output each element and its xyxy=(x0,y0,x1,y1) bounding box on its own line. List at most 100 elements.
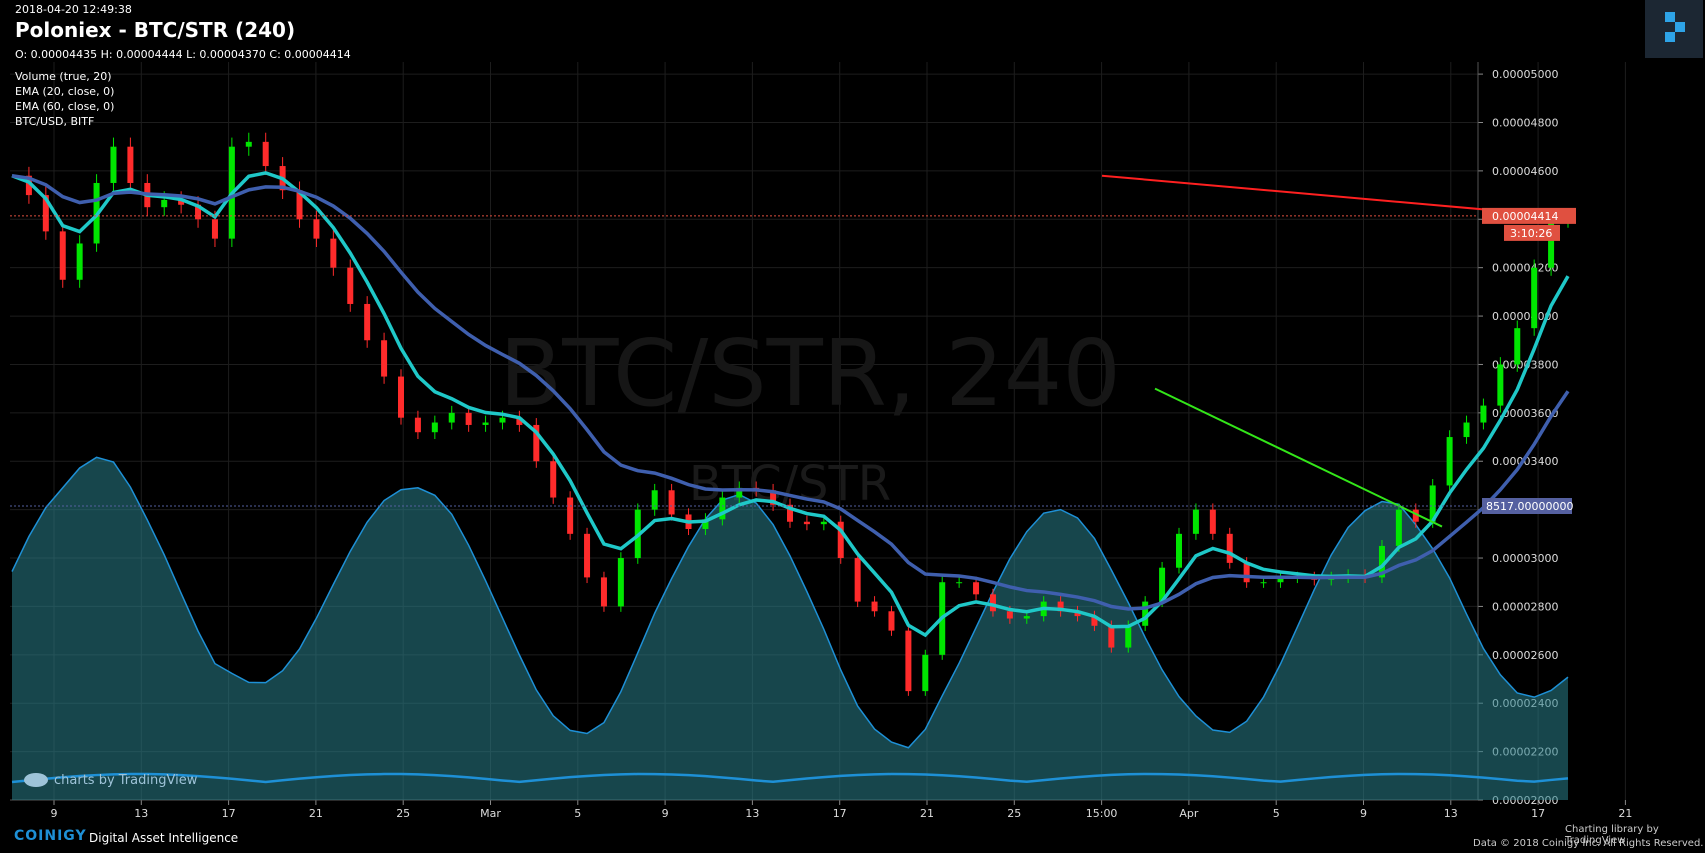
copyright-notice: Data © 2018 Coinigy Inc. All Rights Rese… xyxy=(1473,838,1703,849)
copyright-owner: Coinigy Inc. All Rights Reserved. xyxy=(1541,838,1704,849)
candle-body xyxy=(820,521,827,525)
candle-body xyxy=(1260,582,1267,584)
x-tick-label: 21 xyxy=(1618,807,1632,820)
candle-body xyxy=(651,490,658,510)
candle-body xyxy=(905,630,912,692)
charting-library-credit[interactable]: Charting library by TradingView xyxy=(1565,824,1705,846)
candle-body xyxy=(1463,422,1470,438)
candle-body xyxy=(465,412,472,425)
candle-body xyxy=(719,497,726,520)
x-tick-label: 17 xyxy=(222,807,236,820)
x-tick-label: 9 xyxy=(1360,807,1367,820)
ema20-line xyxy=(11,171,1570,638)
y-tick-label: 0.00002600 xyxy=(1492,649,1558,662)
x-tick-label: 9 xyxy=(662,807,669,820)
candle-body xyxy=(1548,219,1555,268)
cloud-icon xyxy=(24,773,48,787)
y-tick-label: 0.00005000 xyxy=(1492,68,1558,81)
x-tick-label: 13 xyxy=(134,807,148,820)
x-tick-label: 25 xyxy=(1007,807,1021,820)
y-tick-label: 0.00004600 xyxy=(1492,165,1558,178)
legend-ema20[interactable]: EMA (20, close, 0) xyxy=(15,85,115,98)
candle-body xyxy=(1057,601,1064,612)
y-tick-label: 0.00004800 xyxy=(1492,116,1558,129)
candle-body xyxy=(1429,485,1436,522)
candle-body xyxy=(1226,533,1233,563)
legend-ema60[interactable]: EMA (60, close, 0) xyxy=(15,100,115,113)
candle-body xyxy=(296,190,303,220)
candle-body xyxy=(787,504,793,522)
x-tick-label: Apr xyxy=(1179,807,1199,820)
legend-btcusd[interactable]: BTC/USD, BITF xyxy=(15,115,95,128)
candle-body xyxy=(1074,611,1081,617)
candle-body xyxy=(1378,545,1385,578)
candle-body xyxy=(1108,625,1115,648)
volume-ma-line xyxy=(11,772,1569,784)
candle-body xyxy=(1514,328,1521,365)
candle-body xyxy=(313,219,320,239)
support-trendline xyxy=(1154,387,1443,528)
x-tick-label: 21 xyxy=(920,807,934,820)
candle-body xyxy=(431,422,438,433)
candle-body xyxy=(837,521,844,559)
legend-volume[interactable]: Volume (true, 20) xyxy=(15,70,112,83)
charting-lib-brand: TradingView xyxy=(1565,835,1626,846)
tradingview-logo-icon[interactable] xyxy=(1645,0,1703,58)
x-tick-label: 13 xyxy=(1444,807,1458,820)
candle-body xyxy=(245,141,252,147)
x-tick-label: 15:00 xyxy=(1086,807,1118,820)
last-price-label: 0.00004414 xyxy=(1492,210,1558,223)
ohlc-readout: O: 0.00004435 H: 0.00004444 L: 0.0000437… xyxy=(15,48,351,61)
x-tick-label: 5 xyxy=(574,807,581,820)
candle-body xyxy=(42,195,49,232)
candle-body xyxy=(854,558,861,602)
x-tick-label: 9 xyxy=(51,807,58,820)
candle-body xyxy=(1243,562,1250,583)
candle-body xyxy=(600,577,607,607)
candle-body xyxy=(1159,567,1166,602)
candle-body xyxy=(922,654,929,692)
candle-body xyxy=(871,601,878,612)
candle-body xyxy=(448,412,455,423)
coinigy-tagline: Digital Asset Intelligence xyxy=(89,831,239,845)
candle-body xyxy=(59,231,66,280)
candle-body xyxy=(1006,611,1013,619)
candle-body xyxy=(668,490,675,515)
candle-body xyxy=(956,582,963,584)
y-tick-label: 0.00003400 xyxy=(1492,455,1558,468)
candle-body xyxy=(1446,437,1453,486)
last-price-tag xyxy=(1482,207,1576,224)
chart-title: Poloniex - BTC/STR (240) xyxy=(15,18,296,42)
candle-body xyxy=(110,146,117,183)
candle-body xyxy=(211,219,218,239)
countdown-tag xyxy=(1504,224,1560,241)
candle-body xyxy=(127,146,134,183)
candle-body xyxy=(567,497,574,534)
candle-body xyxy=(381,340,388,377)
candle-body xyxy=(1192,509,1199,534)
watermark-symbol: BTC/STR, 240 xyxy=(499,320,1121,427)
btcusd-price-tag xyxy=(1482,498,1572,514)
candle-body xyxy=(482,422,489,425)
candle-body xyxy=(989,594,996,612)
candle-body xyxy=(1480,405,1487,423)
candle-body xyxy=(1125,625,1132,648)
y-tick-label: 0.00004200 xyxy=(1492,262,1558,275)
copyright-year: Data © 2018 xyxy=(1473,838,1539,849)
candle-body xyxy=(414,417,421,433)
candle-body xyxy=(1176,533,1182,568)
candle-body xyxy=(1091,616,1098,626)
btcusd-price-label: 8517.00000000 xyxy=(1486,500,1573,513)
candle-body xyxy=(398,376,404,418)
y-tick-label: 0.00003600 xyxy=(1492,407,1558,420)
candle-body xyxy=(499,417,506,423)
chart-timestamp: 2018-04-20 12:49:38 xyxy=(15,3,132,16)
x-tick-label: 17 xyxy=(1531,807,1545,820)
y-tick-label: 0.00002800 xyxy=(1492,600,1558,613)
candle-body xyxy=(195,204,202,220)
coinigy-logo: COINIGY xyxy=(14,828,87,844)
btcusd-area xyxy=(12,457,1568,800)
x-tick-label: 25 xyxy=(396,807,410,820)
btcusd-line xyxy=(11,456,1569,749)
